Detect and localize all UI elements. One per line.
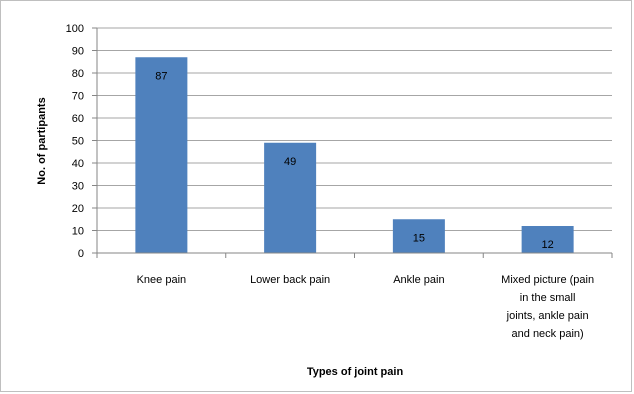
y-axis-title: No. of partipants <box>36 97 48 184</box>
x-category-label: in the small <box>520 292 576 304</box>
y-tick-label: 30 <box>72 181 84 193</box>
y-tick-label: 20 <box>72 203 84 215</box>
x-category-label: and neck pain) <box>512 328 584 340</box>
bar <box>264 142 317 253</box>
bar <box>521 226 574 253</box>
data-labels: 87 49 15 12 <box>155 70 554 251</box>
y-tick-label: 50 <box>72 136 84 148</box>
x-category-label: Knee pain <box>137 274 187 286</box>
x-category-label: joints, ankle pain <box>506 310 589 322</box>
data-label: 12 <box>542 239 554 251</box>
y-tick-label: 60 <box>72 113 84 125</box>
y-tick-label: 90 <box>72 46 84 58</box>
y-tick-label: 0 <box>78 248 84 260</box>
y-tick-label: 10 <box>72 226 84 238</box>
data-label: 87 <box>155 70 167 82</box>
y-tick-label: 70 <box>72 91 84 103</box>
data-label: 15 <box>413 232 425 244</box>
x-category-label: Mixed picture (pain <box>501 274 594 286</box>
data-label: 49 <box>284 156 296 168</box>
y-axis-ticks: 0 10 20 30 40 50 60 70 80 90 100 <box>66 23 97 260</box>
y-tick-label: 100 <box>66 23 84 35</box>
x-category-label: Ankle pain <box>393 274 444 286</box>
bar <box>135 57 188 253</box>
y-tick-label: 40 <box>72 158 84 170</box>
bars <box>135 57 574 253</box>
x-axis-title: Types of joint pain <box>307 366 404 378</box>
bar <box>392 219 445 253</box>
y-tick-label: 80 <box>72 68 84 80</box>
x-axis-categories: Knee pain Lower back pain Ankle pain Mixed … <box>96 253 613 340</box>
x-category-label: Lower back pain <box>250 274 330 286</box>
